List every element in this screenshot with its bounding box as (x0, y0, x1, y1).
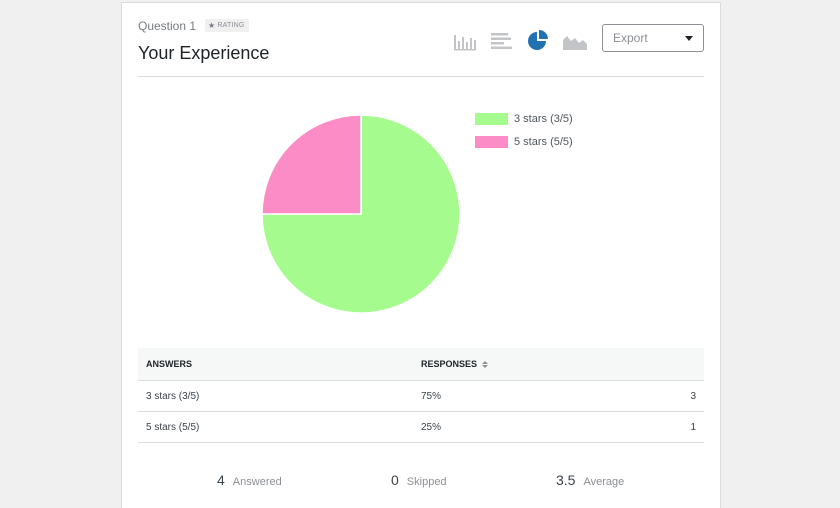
question-card: Question 1 ★ RATING Your Experience (121, 2, 721, 508)
count-cell: 1 (690, 421, 696, 433)
skipped-stat: 0 Skipped (391, 472, 447, 488)
legend-label: 3 stars (3/5) (514, 113, 573, 125)
export-label: Export (613, 31, 648, 45)
question-type-label: RATING (217, 22, 245, 29)
question-number: Question 1 (138, 19, 197, 33)
average-stat: 3.5 Average (556, 472, 624, 488)
pie-chart (261, 114, 461, 314)
area-chart-button[interactable] (562, 29, 588, 53)
chevron-down-icon (685, 35, 693, 41)
pie-slice-5-stars[interactable] (261, 114, 362, 215)
pie-chart-button[interactable] (525, 29, 551, 53)
answers-column-header: ANSWERS (146, 359, 193, 369)
responses-table: ANSWERS RESPONSES 3 stars (3/5) 75% 3 5 … (138, 348, 704, 443)
legend-swatch-5-stars (475, 136, 508, 148)
percent-cell: 25% (421, 421, 442, 433)
average-value: 3.5 (556, 472, 576, 488)
table-row: 5 stars (5/5) 25% 1 (138, 412, 704, 443)
percent-cell: 75% (421, 390, 442, 402)
legend-label: 5 stars (5/5) (514, 136, 573, 148)
skipped-label: Skipped (406, 476, 447, 488)
responses-header-label: RESPONSES (421, 359, 478, 369)
table-row: 3 stars (3/5) 75% 3 (138, 381, 704, 412)
export-dropdown[interactable]: Export (602, 24, 704, 52)
answered-count: 4 (217, 472, 225, 488)
area-chart-icon (563, 36, 587, 50)
answer-cell: 3 stars (3/5) (146, 390, 200, 402)
pie-chart-icon (528, 30, 548, 50)
responses-column-header[interactable]: RESPONSES (421, 359, 644, 369)
answer-cell: 5 stars (5/5) (146, 421, 200, 433)
question-type-badge: ★ RATING (205, 19, 249, 32)
count-cell: 3 (690, 390, 696, 402)
skipped-count: 0 (391, 472, 399, 488)
legend-item[interactable]: 3 stars (3/5) (475, 113, 573, 125)
legend-item[interactable]: 5 stars (5/5) (475, 136, 573, 148)
sort-icon (482, 360, 489, 368)
star-icon: ★ (208, 21, 216, 30)
answered-stat: 4 Answered (217, 472, 282, 488)
answered-label: Answered (232, 476, 282, 488)
vertical-bar-chart-button[interactable] (452, 29, 478, 53)
question-title: Your Experience (138, 43, 270, 63)
legend-swatch-3-stars (475, 113, 508, 125)
vertical-bar-chart-icon (454, 35, 476, 51)
chart-legend: 3 stars (3/5) 5 stars (5/5) (475, 113, 573, 159)
table-header: ANSWERS RESPONSES (138, 348, 704, 381)
horizontal-bar-chart-button[interactable] (489, 29, 515, 53)
header-divider (138, 76, 704, 77)
horizontal-bar-chart-icon (491, 33, 512, 49)
average-label: Average (583, 476, 625, 488)
